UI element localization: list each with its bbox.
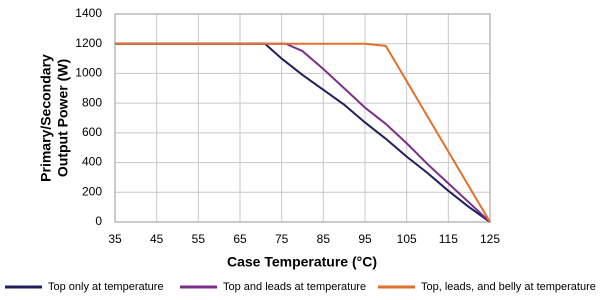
x-tick-label: 75	[275, 232, 289, 246]
series-line	[115, 42, 491, 223]
y-tick-label: 600	[82, 125, 102, 139]
y-tick-label: 1400	[75, 6, 102, 20]
legend-label: Top and leads at temperature	[223, 281, 366, 293]
x-tick-label: 115	[439, 232, 458, 246]
legend-label: Top only at temperature	[48, 281, 164, 293]
legend-label: Top, leads, and belly at temperature	[421, 281, 596, 293]
plot-frame	[114, 13, 491, 223]
y-tick-label: 800	[82, 95, 102, 109]
y-tick-label: 1200	[75, 36, 102, 50]
y-tick-label: 0	[95, 214, 102, 228]
x-tick-label: 105	[397, 232, 417, 246]
x-axis-title: Case Temperature (°C)	[227, 254, 377, 270]
x-tick-label: 35	[108, 232, 122, 246]
series-line	[115, 42, 491, 223]
x-tick-label: 85	[317, 232, 331, 246]
x-tick-label: 95	[358, 232, 372, 246]
y-axis-title: Primary/Secondary	[38, 54, 54, 182]
series-line	[115, 42, 491, 223]
y-tick-label: 400	[82, 155, 102, 169]
x-tick-label: 55	[192, 232, 206, 246]
y-tick-label: 200	[82, 184, 102, 198]
y-tick-label: 1000	[75, 66, 102, 80]
y-axis-title: Output Power (W)	[55, 59, 71, 177]
x-tick-label: 65	[233, 232, 247, 246]
x-tick-label: 125	[480, 232, 500, 246]
x-tick-label: 45	[150, 232, 164, 246]
